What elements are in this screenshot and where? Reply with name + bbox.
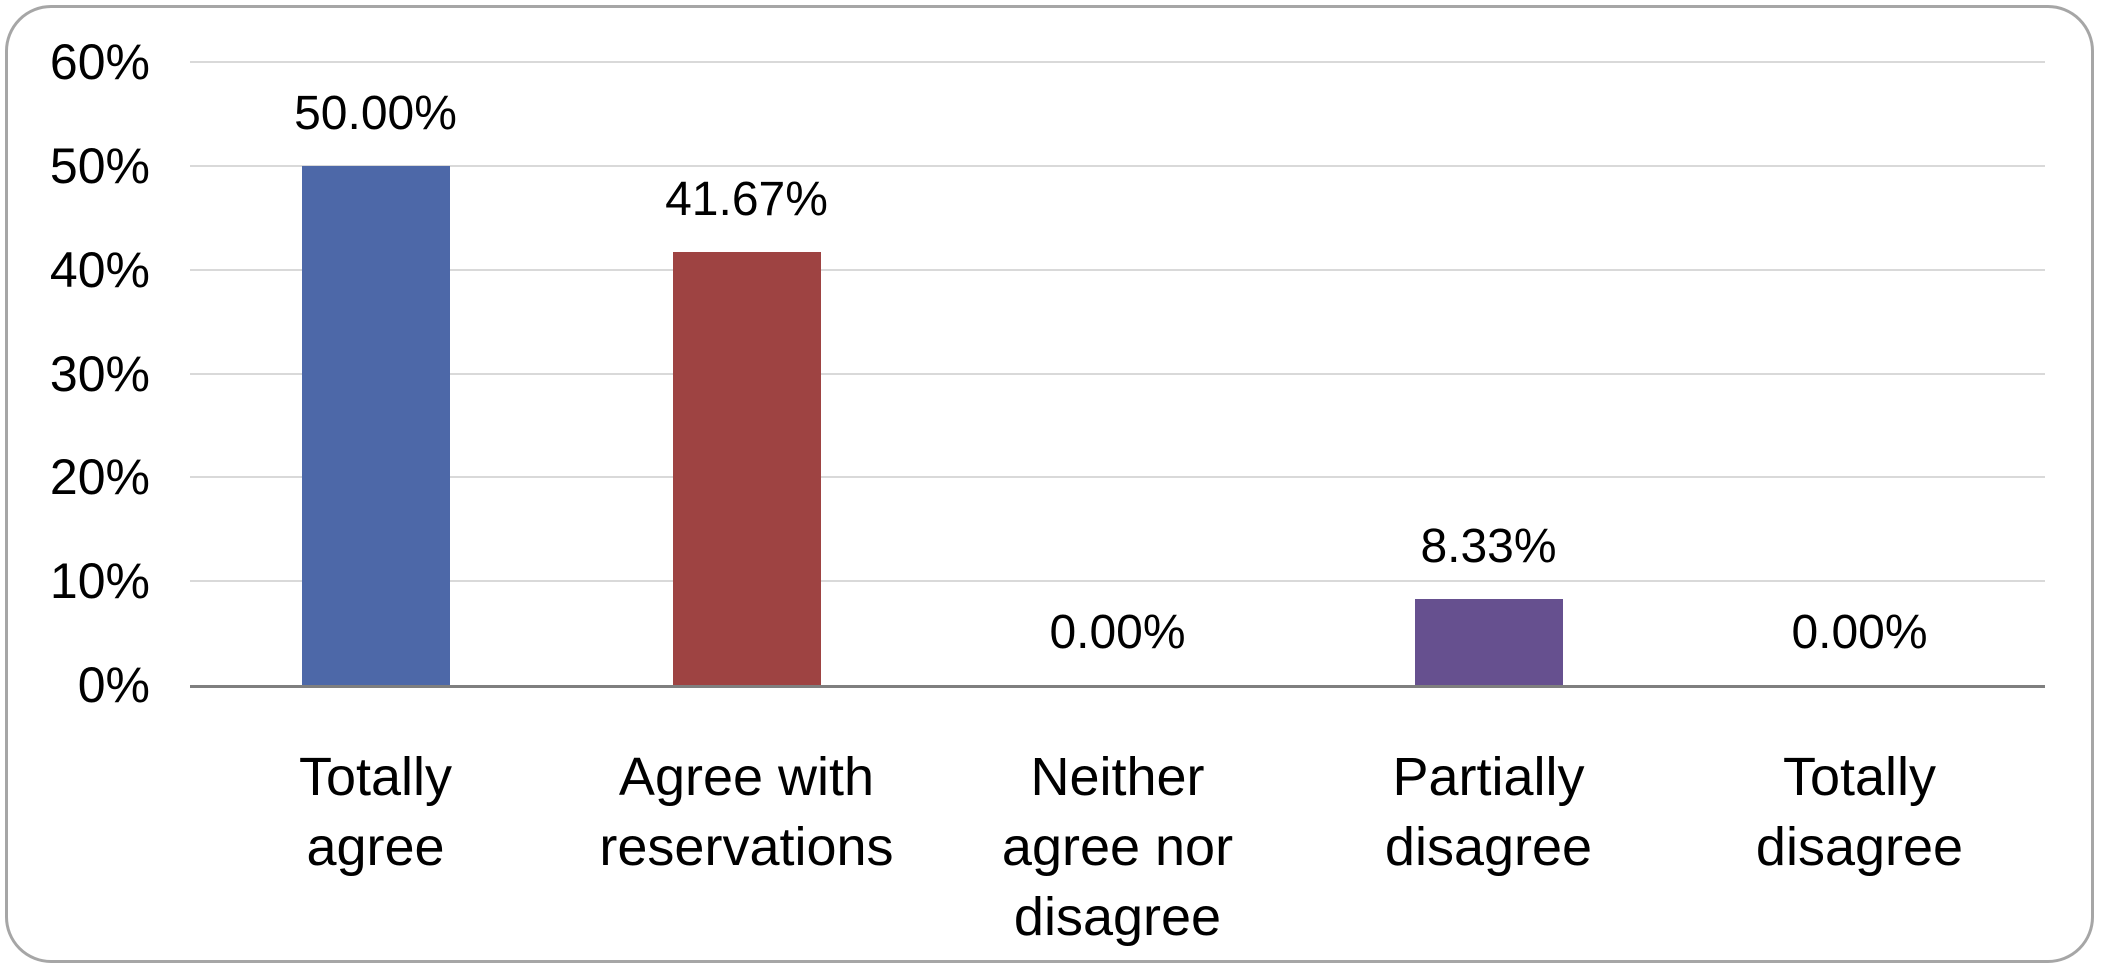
- value-label-totally-agree: 50.00%: [294, 86, 457, 140]
- gridline-40%: [190, 268, 2045, 271]
- bar-partially-disagree: [1414, 598, 1563, 685]
- gridline-60%: [190, 61, 2045, 63]
- value-label-agree-with-reservations: 41.67%: [665, 173, 828, 227]
- x-axis-label-line: reservations: [599, 817, 894, 877]
- x-axis-label-partially-disagree: Partially disagree: [1304, 742, 1674, 882]
- x-axis-label-totally-disagree: Totally disagree: [1675, 742, 2045, 882]
- y-axis-tick-label: 50%: [49, 137, 150, 194]
- x-axis-label-line: Agree with: [618, 747, 875, 807]
- gridline-20%: [190, 476, 2045, 479]
- x-axis-label-line: Neither: [1030, 747, 1205, 807]
- y-axis-tick-label: 40%: [49, 241, 150, 298]
- y-axis-tick-label: 60%: [49, 34, 150, 90]
- x-axis-label-line: Totally: [1782, 747, 1937, 807]
- y-axis-tick-label: 0%: [77, 657, 150, 713]
- y-axis-tick-label: 10%: [49, 553, 150, 610]
- gridline-30%: [190, 372, 2045, 375]
- x-axis-label-line: Totally: [298, 747, 453, 807]
- x-axis-label-line: agree: [306, 817, 445, 877]
- y-axis-tick-label: 20%: [49, 449, 150, 506]
- x-axis-label-line: disagree: [1755, 817, 1964, 877]
- x-axis-label-line: disagree: [1013, 887, 1222, 947]
- x-axis-label-totally-agree: Totally agree: [191, 742, 561, 882]
- value-label-neither-agree-nor-disagree: 0.00%: [1049, 606, 1186, 659]
- x-axis-line: [190, 685, 2045, 688]
- bar-totally-agree: [301, 165, 450, 685]
- x-axis-label-line: agree nor: [1001, 817, 1234, 877]
- x-axis-label-line: disagree: [1384, 817, 1593, 877]
- x-axis-label-line: Partially: [1392, 747, 1585, 807]
- bar-agree-with-reservations: [672, 252, 821, 685]
- y-axis-tick-label: 30%: [49, 345, 150, 402]
- gridline-10%: [190, 580, 2045, 583]
- x-axis-label-neither-agree-nor-disagree: Neither agree nor disagree: [933, 742, 1303, 952]
- value-label-partially-disagree: 8.33%: [1420, 519, 1557, 573]
- value-label-totally-disagree: 0.00%: [1791, 606, 1928, 659]
- gridline-50%: [190, 164, 2045, 167]
- x-axis-label-agree-with-reservations: Agree with reservations: [562, 742, 932, 882]
